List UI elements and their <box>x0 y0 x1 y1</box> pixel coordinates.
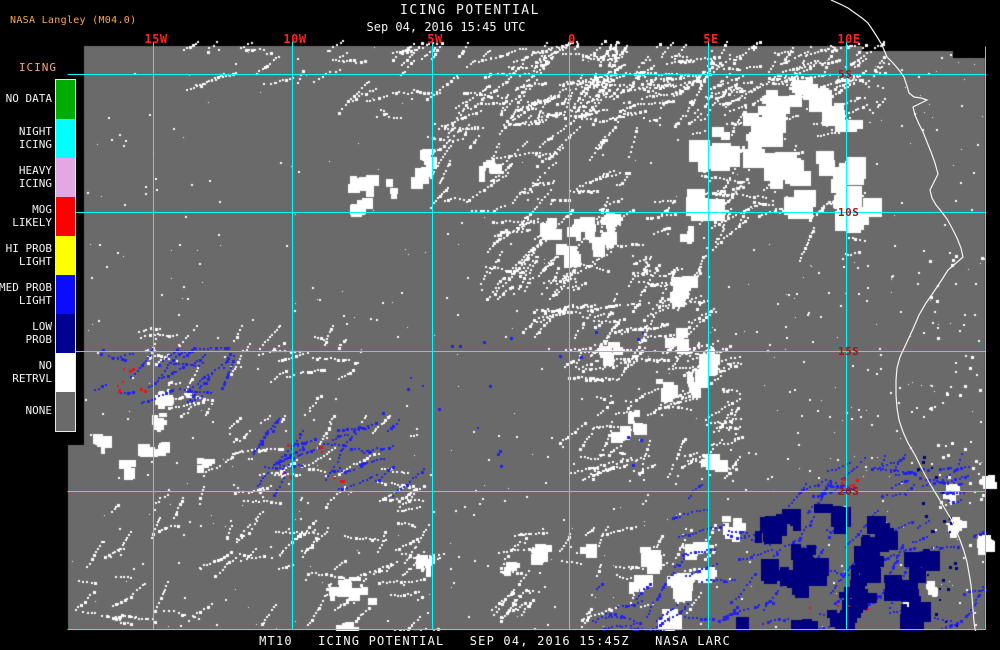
lat-label-15S: 15S <box>838 345 860 358</box>
legend-label-line: HI PROB <box>5 241 52 255</box>
legend-label-hi-prob-light: HI PROB LIGHT <box>0 235 52 274</box>
legend-label-line: LIGHT <box>18 293 52 307</box>
legend-label-line: ICING <box>18 176 52 190</box>
lon-label-15W: 15W <box>144 32 168 46</box>
lon-label-5E: 5E <box>703 32 719 46</box>
legend-swatch-no-data <box>56 80 75 119</box>
legend-label-line: RETRVL <box>12 371 52 385</box>
legend-label-line: NO <box>38 358 52 372</box>
lon-label-10E: 10E <box>837 32 861 46</box>
legend-label-heavy-icing: HEAVY ICING <box>0 157 52 196</box>
footer-bar: MT10 ICING POTENTIAL SEP 04, 2016 15:45Z… <box>0 631 1000 650</box>
legend-label-mog-likely: MOG LIKELY <box>0 196 52 235</box>
legend-label-line: LIGHT <box>18 254 52 268</box>
lat-label-20S: 20S <box>838 485 860 498</box>
legend-swatch-no-retrvl <box>56 353 75 392</box>
legend-label-line: MOG <box>32 202 52 216</box>
legend-label-no-retrvl: NO RETRVL <box>0 352 52 391</box>
legend-label-low-prob: LOW PROB <box>0 313 53 352</box>
page-title: ICING POTENTIAL <box>400 3 540 18</box>
legend-swatch-heavy-icing <box>56 158 75 197</box>
legend-swatch-mog-likely <box>56 197 75 236</box>
lon-label-5W: 5W <box>427 32 443 46</box>
lon-label-0: 0 <box>568 32 576 46</box>
lat-label-5S: 5S <box>838 68 853 81</box>
coastline <box>830 0 983 650</box>
legend-label-line: MED PROB <box>0 280 52 294</box>
legend-colorbar <box>55 79 76 432</box>
legend-label-line: PROB <box>25 332 53 346</box>
legend-label-none: NONE <box>0 391 53 430</box>
legend-swatch-hi-prob-light <box>56 236 75 275</box>
lon-label-10W: 10W <box>283 32 307 46</box>
legend-label-line: LOW <box>32 319 52 333</box>
legend-swatch-med-prob-light <box>56 275 75 314</box>
legend-label-line: LIKELY <box>12 215 52 229</box>
source-label: NASA Langley (M04.0) <box>10 15 137 26</box>
legend-label-no-data: NO DATA <box>0 79 52 118</box>
legend-label-line: HEAVY <box>18 163 52 177</box>
timestamp-label: Sep 04, 2016 15:45 UTC <box>366 20 526 34</box>
legend-label-line: ICING <box>18 137 52 151</box>
legend-label-line: NO DATA <box>5 92 52 105</box>
legend-label-night-icing: NIGHT ICING <box>0 118 52 157</box>
footer-text: MT10 ICING POTENTIAL SEP 04, 2016 15:45Z… <box>259 634 731 648</box>
legend-title: ICING <box>18 61 58 74</box>
lat-label-10S: 10S <box>838 206 860 219</box>
legend-swatch-none <box>56 392 75 431</box>
legend-label-line: NIGHT <box>18 124 52 138</box>
legend-swatch-night-icing <box>56 119 75 158</box>
legend-label-med-prob-light: MED PROB LIGHT <box>0 274 52 313</box>
legend-label-line: NONE <box>25 404 53 417</box>
legend-swatch-low-prob <box>56 314 75 353</box>
